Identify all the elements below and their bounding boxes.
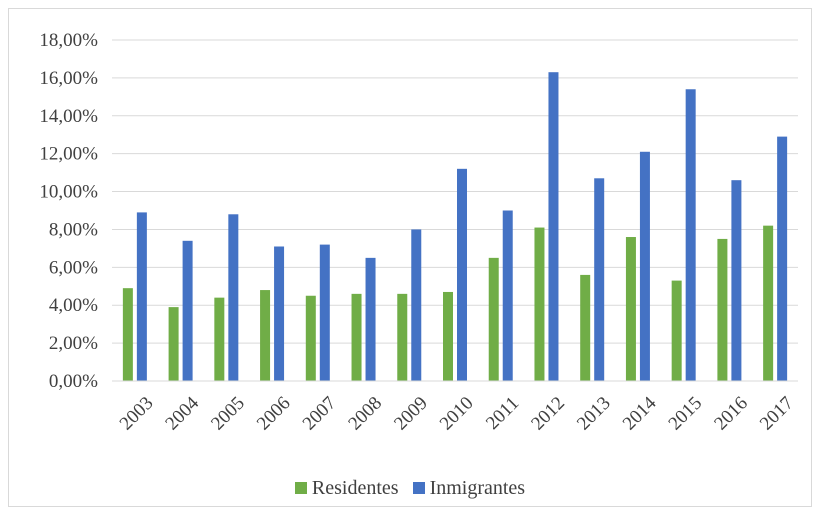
- y-axis-ticks: 0,00% 2,00% 4,00% 6,00% 8,00% 10,00% 12,00% 14,…: [39, 30, 98, 392]
- bars: [122, 72, 788, 381]
- bar-residentes-2004: [168, 307, 179, 381]
- bar-residentes-2013: [580, 274, 591, 381]
- x-tick-label: 2010: [436, 393, 478, 435]
- bar-inmigrantes-2013: [594, 178, 605, 381]
- bar-inmigrantes-2017: [777, 136, 788, 381]
- bar-inmigrantes-2009: [411, 229, 422, 381]
- bar-residentes-2011: [488, 257, 499, 381]
- bar-inmigrantes-2016: [731, 180, 742, 381]
- legend-label-inmigrantes: Inmigrantes: [429, 476, 526, 499]
- x-tick-label: 2012: [527, 393, 569, 435]
- y-tick-label: 16,00%: [39, 68, 98, 89]
- bar-inmigrantes-2011: [502, 210, 513, 381]
- gridlines: [112, 39, 798, 344]
- x-tick-label: 2003: [116, 393, 158, 435]
- x-tick-label: 2009: [390, 393, 432, 435]
- bar-residentes-2010: [443, 291, 453, 381]
- y-tick-label: 2,00%: [49, 333, 98, 354]
- bar-inmigrantes-2008: [365, 257, 376, 381]
- legend-label-residentes: Residentes: [311, 476, 399, 499]
- y-tick-label: 6,00%: [49, 257, 98, 278]
- bar-inmigrantes-2003: [136, 212, 147, 381]
- bar-inmigrantes-2005: [228, 214, 239, 381]
- y-tick-label: 8,00%: [49, 219, 98, 240]
- x-tick-label: 2005: [207, 393, 249, 435]
- bar-residentes-2017: [763, 225, 774, 381]
- bar-residentes-2005: [214, 297, 225, 381]
- legend-item-inmigrantes: Inmigrantes: [412, 476, 526, 500]
- x-tick-label: 2006: [253, 393, 295, 435]
- legend: Residentes Inmigrantes: [0, 474, 820, 502]
- bar-inmigrantes-2007: [319, 244, 330, 381]
- bar-inmigrantes-2010: [457, 168, 467, 381]
- bar-residentes-2012: [534, 227, 545, 381]
- legend-swatch-inmigrantes: [412, 482, 425, 494]
- x-tick-label: 2013: [573, 393, 615, 435]
- x-tick-label: 2007: [299, 393, 341, 435]
- bar-inmigrantes-2012: [548, 72, 559, 381]
- bar-residentes-2003: [122, 288, 133, 381]
- bar-residentes-2009: [397, 293, 408, 381]
- bar-residentes-2008: [351, 293, 362, 381]
- bar-residentes-2006: [260, 290, 271, 381]
- bar-residentes-2014: [625, 237, 636, 381]
- bar-inmigrantes-2006: [274, 246, 285, 381]
- y-tick-label: 0,00%: [49, 371, 98, 392]
- y-tick-label: 10,00%: [39, 182, 98, 203]
- bar-inmigrantes-2004: [182, 240, 193, 381]
- legend-item-residentes: Residentes: [294, 476, 399, 500]
- y-tick-label: 18,00%: [39, 30, 98, 51]
- x-axis-ticks: 2003 2004 2005 2006 2007 2008 2009 2010 2011 2012…: [116, 392, 798, 434]
- x-tick-label: 2011: [482, 393, 523, 434]
- y-tick-label: 4,00%: [49, 295, 98, 316]
- x-tick-label: 2014: [619, 392, 661, 434]
- bar-inmigrantes-2014: [639, 151, 650, 381]
- x-tick-label: 2016: [710, 393, 752, 435]
- y-tick-label: 14,00%: [39, 106, 98, 127]
- bar-residentes-2015: [671, 280, 682, 381]
- legend-swatch-residentes: [294, 482, 307, 494]
- bar-residentes-2016: [717, 238, 728, 381]
- bar-residentes-2007: [305, 295, 316, 381]
- bar-inmigrantes-2015: [685, 89, 696, 381]
- x-tick-label: 2008: [344, 393, 386, 435]
- y-tick-label: 12,00%: [39, 144, 98, 165]
- x-tick-label: 2017: [756, 393, 798, 435]
- x-tick-label: 2004: [161, 392, 203, 434]
- x-tick-label: 2015: [665, 393, 707, 435]
